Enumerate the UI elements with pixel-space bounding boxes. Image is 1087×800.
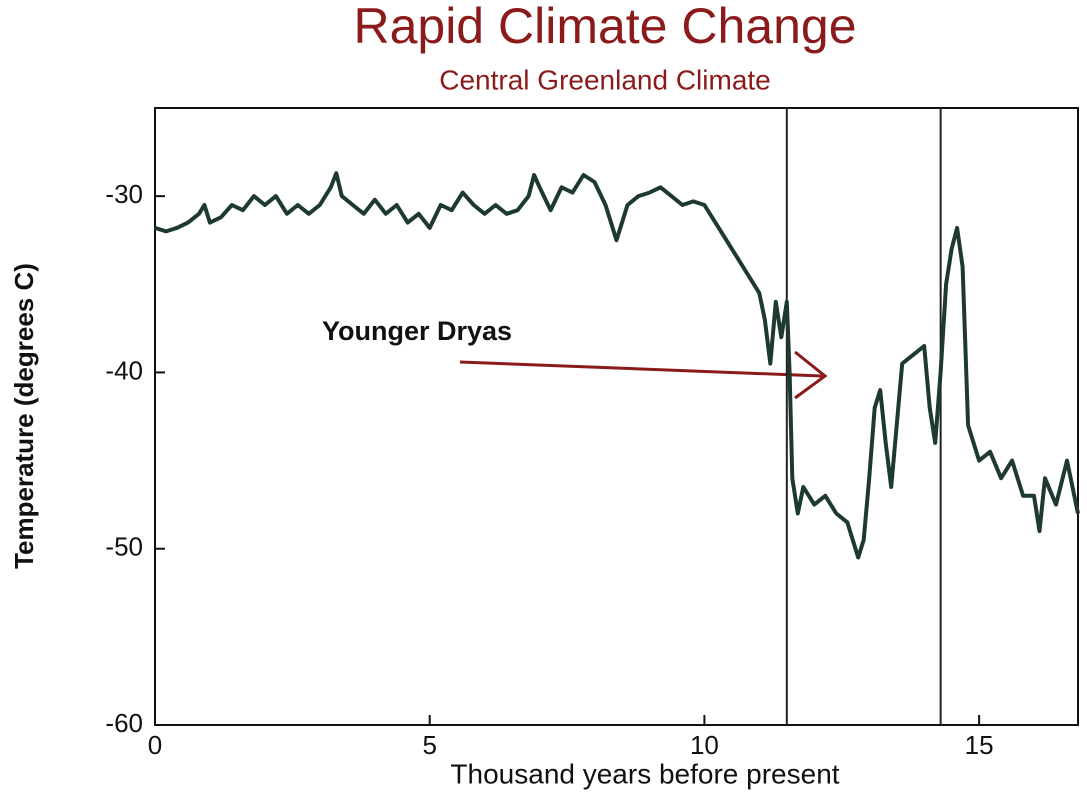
annotation-arrowhead — [794, 350, 828, 400]
x-tick-label: 10 — [690, 730, 719, 760]
y-tick-label: -40 — [105, 355, 143, 385]
x-axis-label: Thousand years before present — [450, 758, 839, 789]
chart-subtitle: Central Greenland Climate — [439, 64, 771, 95]
y-axis-label: Temperature (degrees C) — [9, 263, 39, 569]
annotation: Younger Dryas — [322, 316, 512, 346]
plot-frame — [154, 107, 1079, 726]
x-tick-label: 15 — [965, 730, 994, 760]
chart-title: Rapid Climate Change — [353, 0, 856, 54]
data-line — [154, 171, 1080, 560]
x-tick-label: 5 — [422, 730, 436, 760]
y-tick-label: -30 — [105, 179, 143, 209]
x-tick-label: 0 — [148, 730, 162, 760]
y-tick-label: -60 — [105, 708, 143, 738]
y-tick-label: -50 — [105, 532, 143, 562]
annotation-arrow — [459, 360, 823, 378]
